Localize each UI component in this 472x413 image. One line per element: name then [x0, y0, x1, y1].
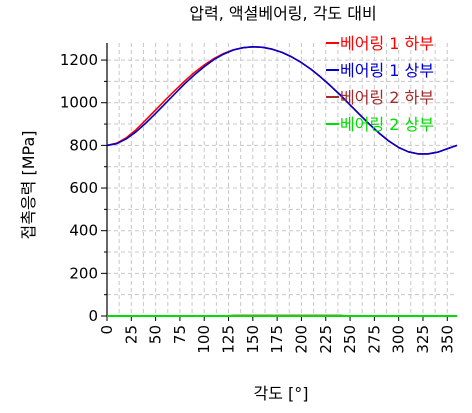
- y-tick-label: 1200: [60, 51, 98, 69]
- x-tick-label: 75: [171, 325, 189, 344]
- x-tick-label: 150: [244, 325, 262, 354]
- x-tick-label: 225: [317, 325, 335, 354]
- y-tick-label: 800: [69, 136, 98, 154]
- y-tick-label: 600: [69, 179, 98, 197]
- x-tick-label: 350: [438, 325, 456, 354]
- x-tick-label: 200: [292, 325, 310, 354]
- x-tick-label: 50: [147, 325, 165, 344]
- legend-label-3: 베어링 2 하부: [340, 88, 434, 107]
- x-tick-label: 325: [414, 325, 432, 354]
- x-ticks: 0 25 50 75 100 125 150 175 200 225 250 275 300 325 350: [98, 316, 456, 354]
- legend-label-4: 베어링 2 상부: [340, 115, 434, 134]
- x-axis-label: 각도 [°]: [253, 384, 308, 403]
- x-tick-label: 25: [122, 325, 140, 344]
- series-lines: [106, 45, 458, 317]
- y-axis-label: 접촉응력 [MPa]: [19, 131, 38, 240]
- x-tick-label: 250: [341, 325, 359, 354]
- y-tick-label: 200: [69, 264, 98, 282]
- y-ticks: 0 200 400 600 800 1000 1200: [60, 51, 107, 325]
- legend-label-1: 베어링 1 하부: [340, 34, 434, 53]
- series-line-2: [106, 45, 458, 155]
- chart-title: 압력, 액셜베어링, 각도 대비: [189, 4, 376, 23]
- x-tick-label: 175: [268, 325, 286, 354]
- x-tick-label: 300: [390, 325, 408, 354]
- x-tick-label: 100: [195, 325, 213, 354]
- x-tick-label: 275: [365, 325, 383, 354]
- y-tick-label: 1000: [60, 94, 98, 112]
- x-tick-label: 0: [98, 325, 116, 335]
- legend-label-2: 베어링 1 상부: [340, 61, 434, 80]
- y-tick-label: 400: [69, 222, 98, 240]
- y-tick-label: 0: [88, 307, 98, 325]
- x-tick-label: 125: [220, 325, 238, 354]
- grid: [106, 43, 457, 316]
- axes: [106, 43, 457, 317]
